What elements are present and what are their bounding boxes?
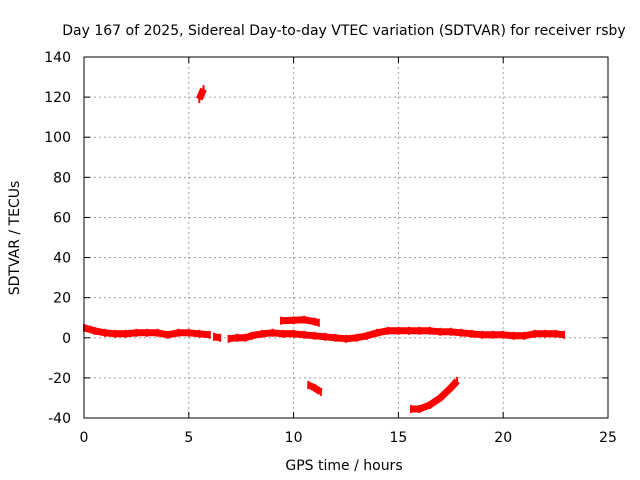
sdtvar-point [449, 327, 452, 336]
axis-ticks: 0 5 10 15 20 25 -40 -20 0 20 40 60 80 100 120 140 [44, 50, 617, 446]
sdtvar-point [202, 85, 205, 94]
x-tick-label: 10 [285, 430, 303, 446]
sdtvar-point [213, 332, 215, 341]
y-axis-label: SDTVAR / TECUs [7, 181, 23, 296]
y-tick-label: 0 [62, 331, 71, 347]
y-tick-label: 80 [53, 170, 71, 186]
sdtvar-point [307, 380, 310, 389]
sdtvar-point [439, 393, 442, 402]
sdtvar-point [227, 334, 230, 343]
sdtvar-point [317, 318, 320, 327]
x-tick-label: 25 [599, 430, 617, 446]
sdtvar-trace-segment [228, 327, 565, 343]
y-tick-label: 120 [44, 90, 71, 106]
sdtvar-point [208, 330, 211, 339]
sdtvar-point [376, 328, 379, 337]
sdtvar-point [456, 376, 459, 385]
x-axis-label: GPS time / hours [285, 458, 402, 474]
plot-frame [83, 56, 609, 419]
sdtvar-point [124, 329, 127, 338]
sdtvar-point [236, 333, 238, 342]
sdtvar-point [166, 330, 169, 339]
sdtvar-point [198, 329, 201, 338]
sdtvar-point [156, 328, 159, 337]
chart-title: Day 167 of 2025, Sidereal Day-to-day VTE… [62, 23, 625, 39]
sdtvar-point [544, 329, 547, 338]
sdtvar-point [187, 328, 190, 337]
sdtvar-point [200, 90, 203, 99]
sdtvar-trace-segment [280, 316, 320, 327]
sdtvar-point [177, 328, 180, 337]
y-tick-label: 40 [53, 251, 71, 267]
x-tick-label: 15 [389, 430, 407, 446]
sdtvar-point [481, 330, 484, 339]
sdtvar-point [280, 316, 282, 325]
sdtvar-point [313, 317, 316, 326]
sdtvar-point [104, 328, 106, 337]
sdtvar-point [145, 328, 148, 337]
sdtvar-point [219, 333, 222, 342]
sdtvar-point [366, 331, 368, 340]
y-tick-label: -20 [48, 371, 71, 387]
sdtvar-point [324, 332, 326, 341]
sdtvar-point [502, 330, 505, 339]
sdtvar-point [271, 328, 274, 337]
sdtvar-point [345, 334, 347, 343]
sdtvar-point [449, 383, 452, 392]
sdtvar-point [563, 330, 565, 339]
y-tick-label: 140 [44, 50, 71, 66]
sdtvar-point [386, 326, 389, 335]
y-tick-label: 60 [53, 210, 71, 226]
sdtvar-point [313, 331, 316, 340]
sdtvar-point [244, 333, 247, 342]
data-series [83, 85, 565, 413]
y-tick-label: -40 [48, 411, 71, 427]
sdtvar-point [418, 405, 421, 413]
sdtvar-point [512, 331, 515, 340]
sdtvar-point [334, 333, 337, 342]
sdtvar-point [554, 329, 557, 338]
sdtvar-point [198, 95, 201, 104]
sdtvar-point [470, 329, 473, 338]
sdtvar-point [418, 326, 421, 335]
sdtvar-point [491, 330, 494, 339]
y-tick-label: 100 [44, 130, 71, 146]
sdtvar-point [319, 387, 322, 396]
x-tick-label: 20 [494, 430, 512, 446]
sdtvar-point [250, 331, 253, 340]
sdtvar-point [292, 329, 295, 338]
sdtvar-point [292, 316, 295, 325]
x-tick-label: 5 [184, 430, 193, 446]
sdtvar-point [428, 326, 431, 335]
sdtvar-point [533, 329, 536, 338]
sdtvar-point [410, 405, 412, 413]
sdtvar-point [397, 326, 400, 335]
sdtvar-point [460, 328, 463, 337]
sdtvar-point [303, 330, 306, 339]
sdtvar-trace-segment [213, 333, 221, 342]
sdtvar-point [313, 383, 316, 392]
sdtvar-point [407, 326, 410, 335]
sdtvar-point [114, 329, 117, 338]
sdtvar-point [523, 331, 526, 340]
gridlines [84, 57, 608, 418]
sdtvar-trace-segment [411, 378, 460, 413]
sdtvar-point [303, 315, 306, 324]
sdtvar-point [282, 329, 285, 338]
sdtvar-point [135, 328, 138, 337]
y-tick-label: 20 [53, 291, 71, 307]
sdtvar-point [439, 327, 442, 336]
x-tick-label: 0 [80, 430, 89, 446]
sdtvar-point [93, 326, 96, 335]
sdtvar-point [355, 333, 358, 342]
sdtvar-point [261, 329, 264, 338]
sdtvar-point [428, 401, 431, 409]
